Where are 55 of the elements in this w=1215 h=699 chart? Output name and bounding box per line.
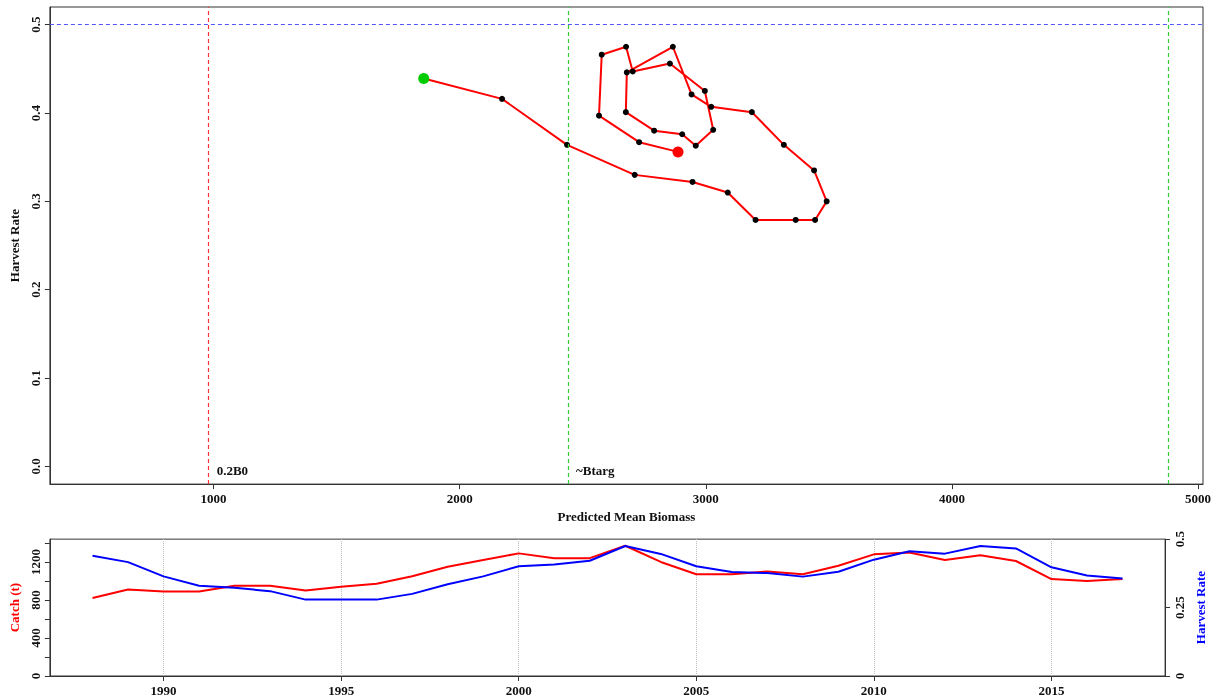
point	[598, 51, 605, 58]
ref-line-label: 0.2B0	[216, 462, 249, 478]
point	[710, 126, 717, 133]
y-axis-title: Catch (t)	[7, 582, 22, 633]
y-tick-label: 800	[27, 590, 43, 610]
x-tick-label: 2000	[505, 683, 532, 698]
point	[780, 141, 787, 148]
y2-tick-label: 0	[1172, 672, 1188, 680]
x-tick-label: 2000	[446, 491, 473, 507]
point	[811, 167, 818, 174]
y-tick-label: 0.1	[27, 369, 43, 387]
y-tick-label: 0.0	[27, 458, 43, 475]
point	[596, 112, 603, 119]
point	[636, 139, 643, 146]
y-tick-label: 1200	[27, 548, 43, 575]
y2-tick-label: 0.5	[1172, 530, 1188, 548]
x-tick-label: 2010	[860, 683, 887, 698]
x-axis-title: Predicted Mean Biomass	[557, 509, 696, 524]
y2-axis-title: Harvest Rate	[1193, 570, 1208, 645]
point	[748, 109, 755, 116]
x-tick-label: 1995	[328, 683, 355, 698]
x-tick-label: 1990	[150, 683, 177, 698]
y-tick-label: 400	[27, 628, 43, 648]
point	[692, 142, 699, 149]
point	[792, 216, 799, 223]
point	[499, 95, 506, 102]
point	[708, 103, 715, 110]
y-tick-label: 0.4	[27, 104, 43, 122]
x-tick-label: 5000	[1185, 491, 1212, 507]
point	[623, 43, 630, 50]
ref-line-label: ~Btarg	[576, 462, 616, 478]
y-tick-label: 0	[27, 672, 43, 680]
y-axis-title: Harvest Rate	[7, 208, 22, 283]
x-tick-label: 1000	[200, 491, 227, 507]
x-tick-label: 3000	[692, 491, 719, 507]
point	[666, 60, 673, 67]
point	[688, 91, 695, 98]
point	[701, 87, 708, 94]
point	[752, 216, 759, 223]
y-tick-label: 0.5	[27, 16, 43, 33]
point	[631, 171, 638, 178]
x-tick-label: 2015	[1038, 683, 1065, 698]
y-tick-label: 0.2	[27, 281, 43, 298]
point	[689, 178, 696, 185]
x-tick-label: 4000	[938, 491, 965, 507]
point	[622, 109, 629, 116]
y2-tick-label: 0.25	[1172, 595, 1188, 619]
point	[651, 127, 658, 134]
point	[823, 198, 830, 205]
point	[623, 69, 630, 76]
point	[812, 216, 819, 223]
point	[669, 43, 676, 50]
y-tick-label: 0.3	[27, 192, 43, 210]
x-tick-label: 2005	[683, 683, 710, 698]
point	[679, 131, 686, 138]
